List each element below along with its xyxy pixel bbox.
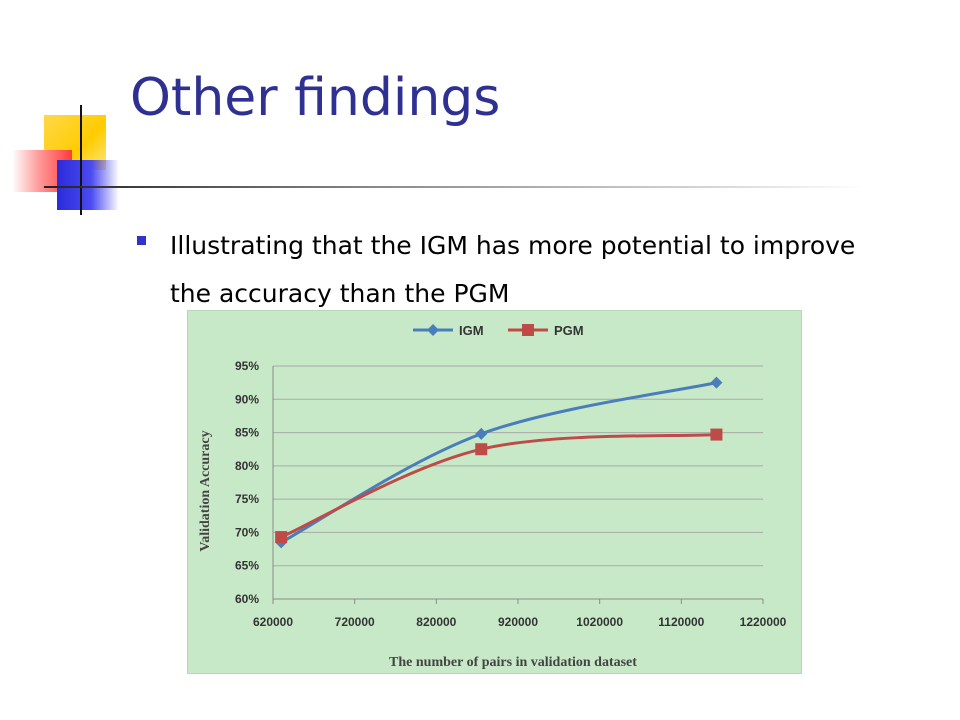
x-tick-label: 1120000 <box>658 615 704 629</box>
y-tick-label: 75% <box>235 492 259 506</box>
x-tick-label: 1020000 <box>576 615 623 629</box>
title-underline <box>44 186 864 188</box>
bullet-text: Illustrating that the IGM has more poten… <box>170 231 856 308</box>
chart-series <box>275 376 723 549</box>
y-tick-label: 80% <box>235 459 259 473</box>
bullet-marker-icon <box>137 236 146 245</box>
igm-data-point <box>475 427 488 440</box>
chart-container: 60% 65% 70% 75% 80% 85% 90% 95% 620000 720000 820… <box>187 310 802 674</box>
igm-legend-marker <box>427 324 439 336</box>
pgm-data-point <box>710 428 723 441</box>
x-tick-label: 620000 <box>253 615 293 629</box>
y-tick-label: 90% <box>235 392 259 406</box>
decor-vertical-line <box>80 105 82 215</box>
y-tick-label: 85% <box>235 426 259 440</box>
igm-data-point <box>710 376 723 389</box>
pgm-data-point <box>475 443 488 456</box>
decor-blue-block <box>57 160 119 210</box>
pgm-series-line <box>280 433 717 539</box>
y-axis-label: Validation Accuracy <box>198 430 213 551</box>
x-tick-label: 820000 <box>416 615 456 629</box>
x-axis-label: The number of pairs in validation datase… <box>389 655 637 670</box>
chart-grid <box>272 365 764 604</box>
x-tick-label: 720000 <box>335 615 375 629</box>
y-tick-labels: 60% 65% 70% 75% 80% 85% 90% 95% <box>235 359 259 606</box>
y-tick-label: 65% <box>235 559 259 573</box>
pgm-data-point <box>275 531 288 544</box>
igm-series-line <box>280 381 717 544</box>
pgm-legend-label: PGM <box>554 323 584 338</box>
y-tick-label: 70% <box>235 525 259 539</box>
pgm-legend-marker <box>522 324 534 336</box>
x-tick-label: 1220000 <box>740 615 787 629</box>
line-chart: 60% 65% 70% 75% 80% 85% 90% 95% 620000 720000 820… <box>198 323 787 670</box>
igm-legend-label: IGM <box>459 323 484 338</box>
x-tick-labels: 620000 720000 820000 920000 1020000 1120000 12… <box>253 615 787 629</box>
chart-legend: IGM PGM <box>413 323 584 338</box>
slide-title: Other findings <box>130 68 501 128</box>
y-tick-label: 60% <box>235 592 259 606</box>
y-tick-label: 95% <box>235 359 259 373</box>
x-tick-label: 920000 <box>498 615 538 629</box>
